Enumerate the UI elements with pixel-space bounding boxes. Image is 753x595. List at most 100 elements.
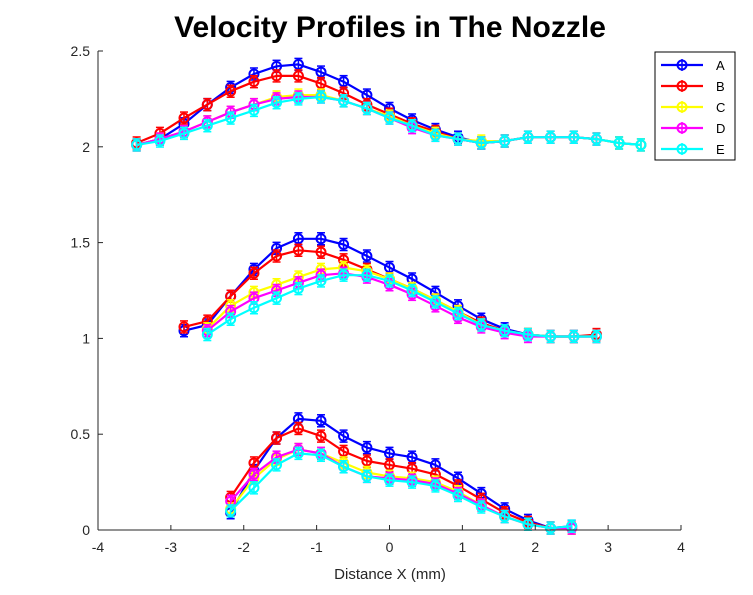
data-point [384, 262, 395, 274]
data-point [522, 329, 534, 341]
x-tick-label: 2 [531, 539, 539, 555]
data-point [225, 505, 237, 517]
data-point [384, 447, 395, 459]
data-point [315, 233, 327, 245]
y-tick-label: 1.5 [71, 235, 91, 251]
series-layer [131, 57, 647, 535]
data-point [315, 78, 327, 90]
data-point [292, 283, 304, 295]
y-tick-label: 0.5 [71, 426, 91, 442]
data-point [522, 518, 534, 530]
y-tick-label: 2 [82, 139, 90, 155]
data-point [429, 129, 441, 141]
data-point [522, 131, 534, 143]
data-point [292, 58, 304, 70]
data-point [361, 102, 373, 114]
data-point [475, 501, 487, 513]
x-axis-label: Distance X (mm) [334, 566, 446, 583]
data-point [248, 104, 260, 116]
data-point [613, 137, 625, 149]
data-point [271, 97, 283, 109]
data-point [225, 313, 237, 325]
x-tick-label: 4 [677, 539, 685, 555]
data-point [384, 474, 395, 486]
data-point [178, 112, 190, 124]
series-line [229, 452, 572, 530]
legend-marker [676, 101, 688, 113]
series-line [229, 427, 572, 530]
data-point [406, 285, 418, 296]
data-point [292, 244, 304, 256]
data-point [338, 239, 350, 251]
series-e [131, 90, 647, 535]
data-point [248, 302, 260, 314]
data-point [361, 442, 373, 454]
data-point [338, 269, 350, 281]
x-tick-label: -2 [238, 539, 251, 555]
data-point [361, 455, 373, 467]
data-point [201, 329, 213, 341]
data-point [499, 511, 511, 523]
data-point [384, 275, 395, 287]
y-tick-label: 2.5 [71, 43, 91, 59]
data-point [384, 459, 395, 471]
data-point [545, 131, 557, 143]
data-point [406, 451, 418, 463]
data-point [271, 459, 283, 471]
data-point [178, 127, 190, 139]
data-point [475, 319, 487, 331]
data-point [566, 520, 578, 532]
data-point [201, 120, 213, 132]
legend-marker [676, 80, 688, 92]
legend-marker [676, 122, 688, 134]
x-tick-label: -4 [92, 539, 105, 555]
data-point [271, 432, 283, 444]
data-point [315, 415, 327, 427]
data-point [131, 139, 143, 151]
data-point [248, 482, 260, 494]
data-point [248, 468, 260, 480]
data-point [315, 275, 327, 287]
data-point [292, 233, 304, 245]
ticks-layer: -4 -3 -2 -1 0 1 2 3 4 0 0.5 1 1.5 2 2.5 [71, 43, 686, 555]
data-point [499, 325, 511, 337]
data-point [292, 70, 304, 82]
data-point [475, 137, 487, 149]
data-point [361, 250, 373, 262]
x-tick-label: -3 [165, 539, 178, 555]
data-point [429, 296, 441, 308]
series-line [229, 417, 572, 530]
y-tick-label: 0 [82, 522, 90, 538]
data-point [315, 246, 327, 258]
data-point [499, 135, 511, 147]
data-point [292, 447, 304, 459]
data-point [452, 133, 464, 145]
data-point [271, 292, 283, 304]
data-point [315, 66, 327, 78]
data-point [635, 139, 647, 151]
data-point [201, 99, 213, 111]
chart-title: Velocity Profiles in The Nozzle [174, 11, 606, 44]
legend-label: C [716, 100, 725, 115]
data-point [568, 131, 580, 143]
data-point [248, 76, 260, 88]
data-point [338, 461, 350, 473]
data-point [361, 470, 373, 482]
data-point [452, 307, 464, 319]
y-tick-label: 1 [82, 330, 90, 346]
data-point [590, 330, 602, 342]
data-point [452, 490, 464, 502]
legend-label: B [716, 79, 725, 94]
data-point [292, 422, 304, 434]
data-point [361, 269, 373, 281]
data-point [590, 133, 602, 145]
data-point [384, 112, 395, 124]
data-point [315, 430, 327, 442]
x-tick-label: 0 [386, 539, 394, 555]
data-point [248, 267, 260, 279]
legend-label: E [716, 142, 725, 157]
data-point [225, 85, 237, 97]
data-point [429, 480, 441, 492]
